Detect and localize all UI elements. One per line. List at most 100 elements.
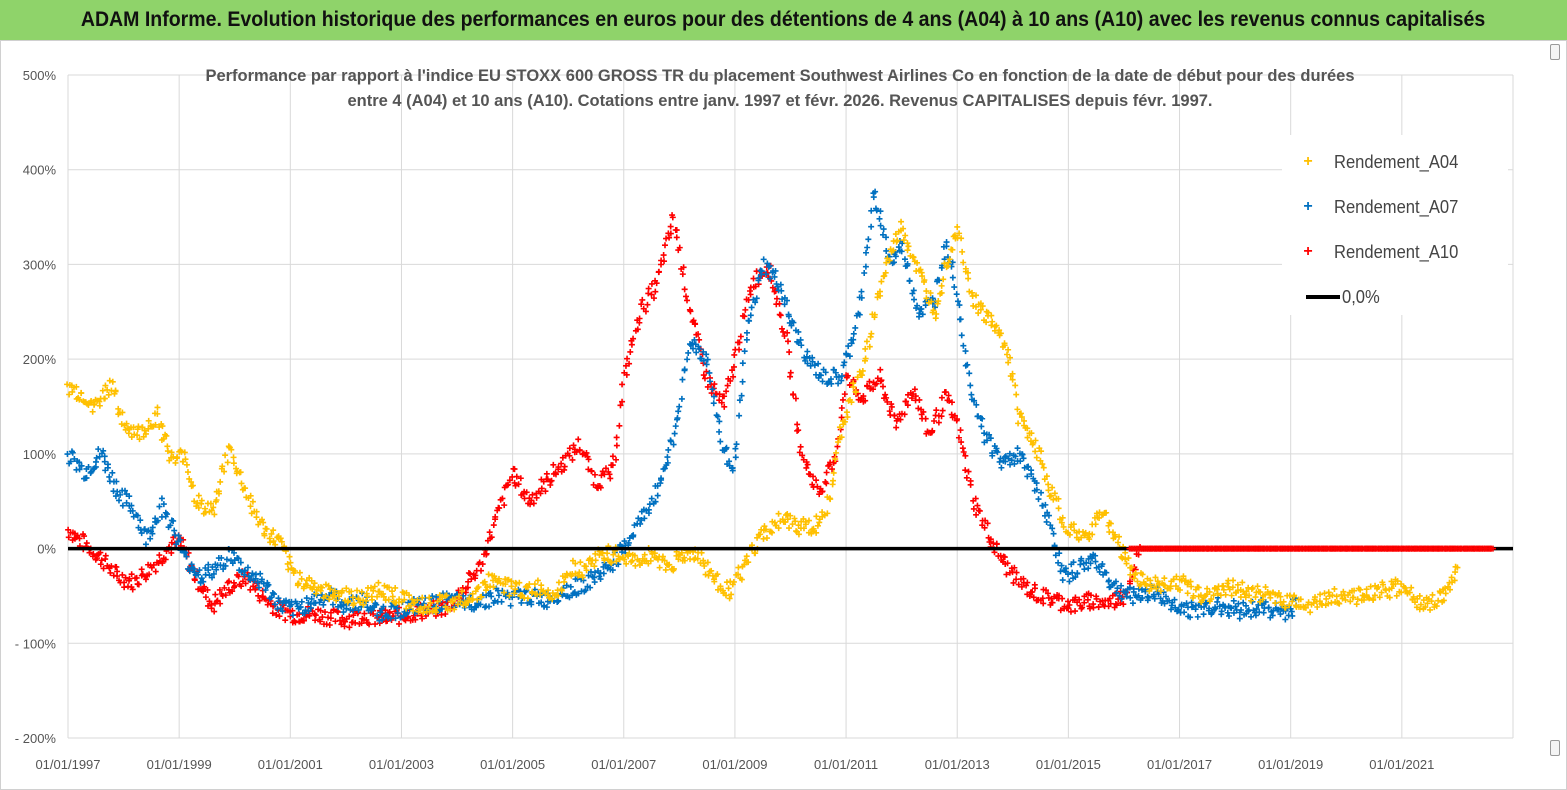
data-point-rendement-a04 — [621, 556, 628, 563]
data-point-rendement-a10 — [687, 308, 694, 315]
data-point-rendement-a10 — [663, 235, 670, 242]
data-point-rendement-a07 — [1130, 588, 1137, 595]
data-point-rendement-a07 — [674, 415, 681, 422]
data-point-rendement-a07 — [244, 564, 251, 571]
data-point-rendement-a10 — [327, 615, 334, 622]
data-point-rendement-a04 — [291, 568, 298, 575]
data-point-rendement-a04 — [247, 503, 254, 510]
data-point-rendement-a07 — [96, 453, 103, 460]
data-point-rendement-a04 — [917, 266, 924, 273]
data-point-rendement-a07 — [953, 291, 960, 298]
data-point-rendement-a07 — [856, 311, 863, 318]
data-point-rendement-a04 — [426, 594, 433, 601]
data-point-rendement-a04 — [458, 588, 465, 595]
data-point-rendement-a07 — [739, 360, 746, 367]
data-point-rendement-a10 — [1001, 554, 1008, 561]
x-tick-label: 01/01/2009 — [702, 757, 767, 772]
data-point-rendement-a10 — [819, 488, 826, 495]
data-point-rendement-a04 — [1009, 376, 1016, 383]
data-point-rendement-a04 — [249, 498, 256, 505]
data-point-rendement-a07 — [971, 397, 978, 404]
data-point-rendement-a04 — [1195, 584, 1202, 591]
data-point-rendement-a10 — [438, 611, 445, 618]
data-point-rendement-a10 — [506, 477, 513, 484]
data-point-rendement-a04 — [814, 522, 821, 529]
data-point-rendement-a07 — [380, 603, 387, 610]
data-point-rendement-a10 — [1031, 585, 1038, 592]
data-point-rendement-a10 — [959, 445, 966, 452]
data-point-rendement-a10 — [81, 533, 88, 540]
data-point-rendement-a07 — [149, 530, 156, 537]
data-point-rendement-a04 — [385, 584, 392, 591]
data-point-rendement-a10 — [591, 471, 598, 478]
data-point-rendement-a04 — [1222, 591, 1229, 598]
data-point-rendement-a10 — [146, 571, 153, 578]
data-point-rendement-a10 — [102, 552, 109, 559]
data-point-rendement-a07 — [864, 244, 871, 251]
data-point-rendement-a04 — [989, 318, 996, 325]
data-point-rendement-a07 — [781, 301, 788, 308]
data-point-rendement-a04 — [469, 590, 476, 597]
data-point-rendement-a07 — [1118, 595, 1125, 602]
data-point-rendement-a07 — [966, 370, 973, 377]
data-point-rendement-a07 — [672, 423, 679, 430]
data-point-rendement-a07 — [916, 310, 923, 317]
data-point-rendement-a04 — [238, 480, 245, 487]
data-point-rendement-a10 — [911, 386, 918, 393]
data-point-rendement-a04 — [349, 594, 356, 601]
data-point-rendement-a07 — [739, 378, 746, 385]
data-point-rendement-a07 — [835, 373, 842, 380]
data-point-rendement-a10 — [225, 586, 232, 593]
data-point-rendement-a04 — [1325, 600, 1332, 607]
data-point-rendement-a10 — [256, 597, 263, 604]
data-point-rendement-a07 — [862, 263, 869, 270]
data-point-rendement-a04 — [1116, 533, 1123, 540]
data-point-rendement-a07 — [670, 441, 677, 448]
data-point-rendement-a04 — [455, 593, 462, 600]
data-point-rendement-a10 — [676, 244, 683, 251]
data-point-rendement-a07 — [223, 556, 230, 563]
data-point-rendement-a04 — [1442, 585, 1449, 592]
data-point-rendement-a04 — [1224, 580, 1231, 587]
data-point-rendement-a10 — [354, 610, 361, 617]
data-point-rendement-a04 — [935, 298, 942, 305]
data-point-rendement-a04 — [1015, 420, 1022, 427]
data-point-rendement-a04 — [592, 557, 599, 564]
data-point-rendement-a10 — [797, 443, 804, 450]
data-point-rendement-a10 — [1039, 595, 1046, 602]
data-point-rendement-a04 — [534, 577, 541, 584]
data-point-rendement-a07 — [1235, 600, 1242, 607]
data-point-rendement-a07 — [1062, 565, 1069, 572]
resize-handle-icon[interactable] — [1550, 44, 1560, 60]
data-point-rendement-a07 — [175, 532, 182, 539]
data-point-rendement-a04 — [1033, 454, 1040, 461]
data-point-rendement-a04 — [135, 423, 142, 430]
x-tick-label: 01/01/2003 — [369, 757, 434, 772]
resize-handle-icon[interactable] — [1550, 740, 1560, 756]
data-point-rendement-a10 — [814, 483, 821, 490]
data-point-rendement-a04 — [1378, 589, 1385, 596]
data-point-rendement-a04 — [714, 571, 721, 578]
data-point-rendement-a07 — [1012, 453, 1019, 460]
data-point-rendement-a04 — [919, 273, 926, 280]
data-point-rendement-a07 — [868, 207, 875, 214]
data-point-rendement-a04 — [1208, 596, 1215, 603]
data-point-rendement-a10 — [1093, 595, 1100, 602]
data-point-rendement-a10 — [650, 295, 657, 302]
data-point-rendement-a04 — [1078, 534, 1085, 541]
data-point-rendement-a07 — [1085, 565, 1092, 572]
data-point-rendement-a07 — [846, 353, 853, 360]
data-point-rendement-a04 — [1342, 596, 1349, 603]
legend-item-a07: + Rendement_A07 — [1282, 192, 1469, 222]
data-point-rendement-a07 — [664, 459, 671, 466]
data-point-rendement-a07 — [733, 441, 740, 448]
data-point-rendement-a04 — [1013, 391, 1020, 398]
data-point-rendement-a10 — [555, 464, 562, 471]
data-point-rendement-a10 — [162, 556, 169, 563]
data-point-rendement-a07 — [840, 362, 847, 369]
data-point-rendement-a07 — [717, 438, 724, 445]
data-point-rendement-a07 — [732, 454, 739, 461]
data-point-rendement-a10 — [1056, 592, 1062, 599]
data-point-rendement-a10 — [823, 469, 830, 476]
data-point-rendement-a10 — [515, 481, 522, 488]
